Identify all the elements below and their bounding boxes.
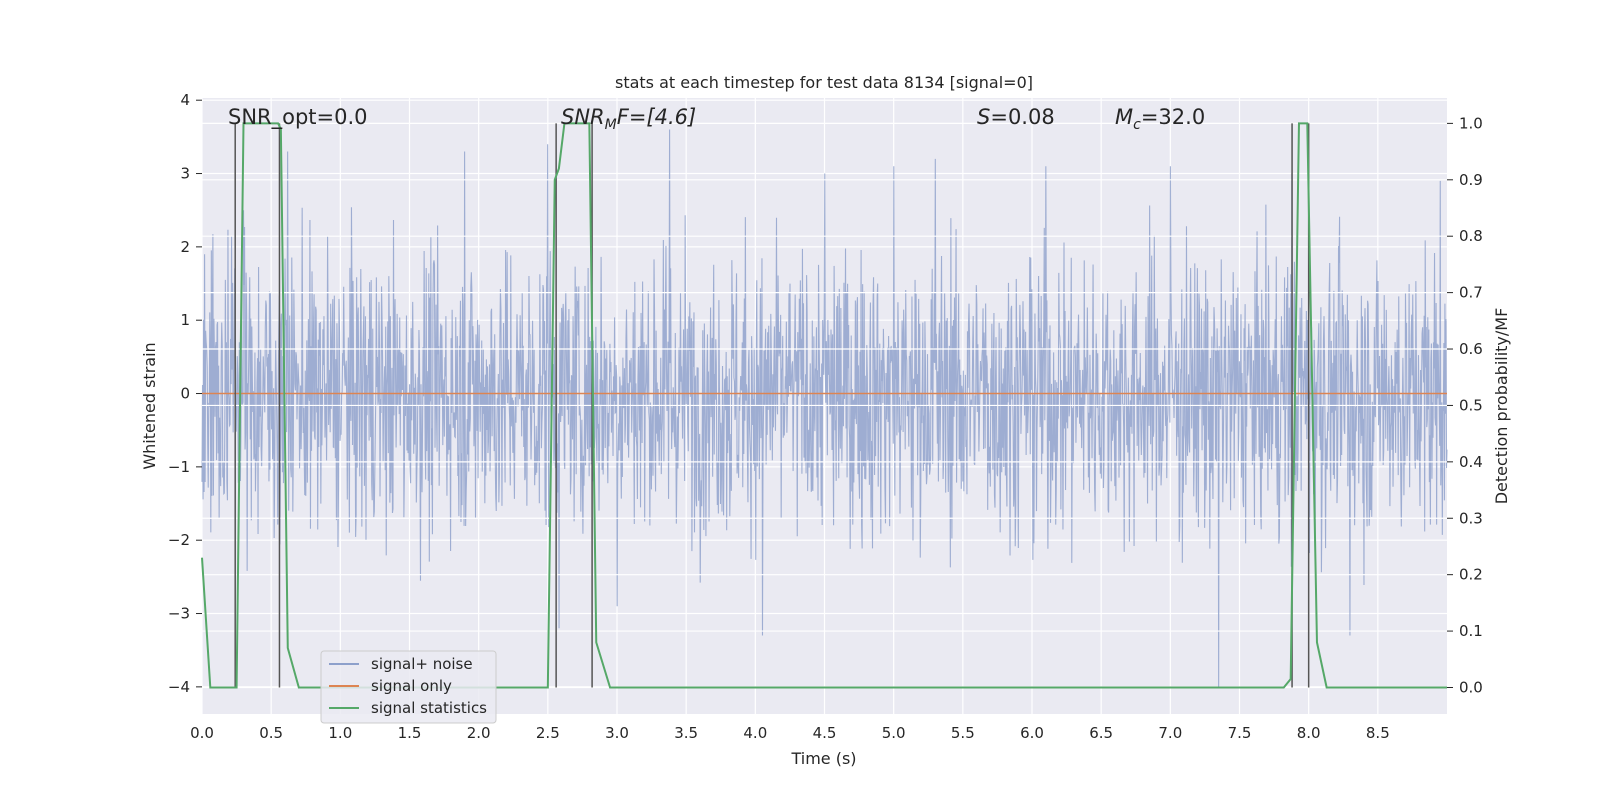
y-left-tick-label: −4: [168, 678, 190, 696]
y-right-axis-label: Detection probability/MF: [1492, 308, 1511, 505]
mc-var: M: [1115, 105, 1133, 129]
y-left-tick-label: 0: [180, 385, 190, 403]
mc-val: =32.0: [1141, 105, 1205, 129]
y-right-tick-label: 0.8: [1459, 227, 1483, 245]
x-tick-label: 8.0: [1297, 724, 1321, 742]
y-right-tick-label: 0.1: [1459, 622, 1483, 640]
snr-mf-sub: M: [605, 117, 617, 133]
y-right-tick-label: 0.3: [1459, 509, 1483, 527]
y-right-ticks: 1.0 0.9 0.8 0.7 0.6 0.5 0.4 0.3 0.2 0.1 0.0: [1447, 114, 1483, 696]
x-tick-label: 0.5: [259, 724, 283, 742]
x-tick-label: 5.0: [882, 724, 906, 742]
y-left-tick-label: −3: [168, 605, 190, 623]
y-right-tick-label: 0.2: [1459, 566, 1483, 584]
series-line-signal-noise: [201, 129, 1448, 687]
signal-statistics-series: [201, 122, 1447, 689]
legend-label-signal-statistics: signal statistics: [371, 699, 487, 717]
y-right-tick-label: 0.4: [1459, 453, 1483, 471]
series-line-signal-statistics: [201, 122, 1447, 689]
y-right-tick-label: 0.0: [1459, 678, 1483, 696]
y-left-tick-label: 1: [180, 311, 190, 329]
y-right-tick-label: 1.0: [1459, 114, 1483, 132]
x-tick-label: 2.5: [536, 724, 560, 742]
x-tick-label: 6.5: [1089, 724, 1113, 742]
x-tick-label: 4.5: [813, 724, 837, 742]
y-left-axis-label: Whitened strain: [140, 342, 159, 469]
legend-label-signal-only: signal only: [371, 677, 452, 695]
x-tick-label: 5.5: [951, 724, 975, 742]
y-left-tick-label: 4: [180, 91, 190, 109]
x-tick-label: 1.0: [328, 724, 352, 742]
signal-noise-series: [201, 129, 1448, 687]
y-right-tick-label: 0.7: [1459, 284, 1483, 302]
y-left-tick-label: 3: [180, 165, 190, 183]
x-tick-label: 7.0: [1158, 724, 1182, 742]
annotation-s: S=0.08: [977, 105, 1055, 129]
y-left-tick-label: −2: [168, 531, 190, 549]
x-tick-label: 7.5: [1228, 724, 1252, 742]
x-tick-label: 3.0: [605, 724, 629, 742]
annotation-mc: Mc=32.0: [1115, 105, 1205, 133]
mc-sub: c: [1133, 117, 1141, 133]
y-left-ticks: 4 3 2 1 0 −1 −2 −3 −4: [168, 91, 202, 696]
legend-label-signal-noise: signal+ noise: [371, 655, 473, 673]
x-tick-label: 4.0: [743, 724, 767, 742]
y-left-tick-label: −1: [168, 458, 190, 476]
x-tick-label: 2.0: [467, 724, 491, 742]
snr-mf-rest: F=[4.6]: [617, 105, 696, 129]
s-val: =0.08: [990, 105, 1054, 129]
y-right-tick-label: 0.5: [1459, 396, 1483, 414]
annotation-snr-mf: SNRMF=[4.6]: [561, 105, 696, 133]
x-axis-label: Time (s): [790, 749, 856, 768]
x-tick-label: 6.0: [1020, 724, 1044, 742]
x-tick-label: 0.0: [190, 724, 214, 742]
legend-box: [320, 650, 497, 724]
s-var: S: [977, 105, 990, 129]
legend: signal+ noise signal only signal statist…: [320, 650, 497, 724]
x-ticks: 0.0 0.5 1.0 1.5 2.0 2.5 3.0 3.5 4.0 4.5 5.0 5.5 6.0 6…: [190, 724, 1390, 742]
y-left-tick-label: 2: [180, 238, 190, 256]
chart-title: stats at each timestep for test data 813…: [615, 73, 1033, 92]
x-tick-label: 1.5: [398, 724, 422, 742]
x-tick-label: 8.5: [1366, 724, 1390, 742]
y-right-tick-label: 0.9: [1459, 171, 1483, 189]
x-tick-label: 3.5: [674, 724, 698, 742]
y-right-tick-label: 0.6: [1459, 340, 1483, 358]
annotation-snr-opt: SNR_opt=0.0: [228, 105, 368, 130]
snr-mf-main: SNR: [561, 105, 605, 129]
